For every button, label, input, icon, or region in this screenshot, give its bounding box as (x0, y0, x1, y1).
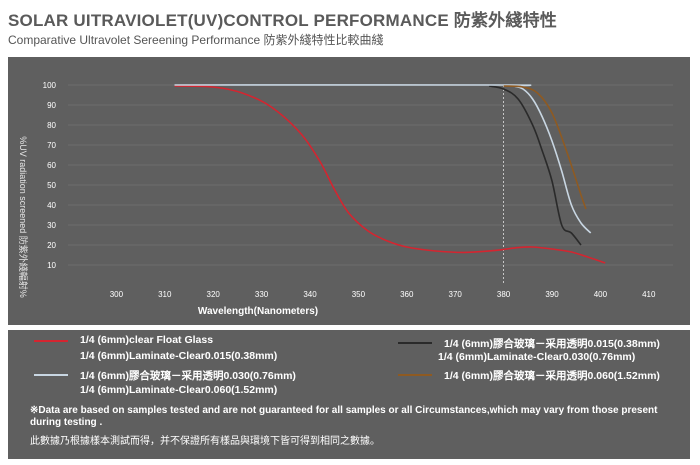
disclaimer-chinese: 此數據乃根據樣本測試而得，并不保證所有樣品與環境下皆可得到相同之數據。 (30, 436, 380, 447)
legend-label: 1/4 (6mm)膠合玻璃－采用透明0.030(0.76mm) (80, 370, 296, 382)
disclaimer-english: ※Data are based on samples tested and ar… (30, 405, 658, 428)
y-tick-label: 40 (47, 201, 56, 210)
x-tick-label: 310 (158, 290, 172, 299)
y-tick-label: 30 (47, 221, 56, 230)
page-title: SOLAR UITRAVIOLET(UV)CONTROL PERFORMANCE… (8, 11, 557, 30)
x-tick-label: 320 (207, 290, 221, 299)
series-line-0 (174, 85, 606, 264)
legend-swatch-brown (398, 374, 432, 376)
y-tick-label: 50 (47, 181, 56, 190)
y-tick-label: 90 (47, 101, 56, 110)
legend-label: 1/4 (6mm)Laminate-Clear0.060(1.52mm) (80, 384, 278, 396)
page-subtitle: Comparative Ultravolet Sereening Perform… (8, 33, 384, 47)
legend-swatch-black (398, 342, 432, 344)
y-tick-label: 20 (47, 241, 56, 250)
chart-background (8, 57, 690, 325)
legend-label: 1/4 (6mm)Laminate-Clear0.015(0.38mm) (80, 350, 278, 362)
series-line-3 (503, 85, 587, 210)
x-tick-label: 340 (303, 290, 317, 299)
legend-swatch-red (34, 340, 68, 342)
series-line-2 (174, 84, 592, 234)
y-tick-label: 10 (47, 261, 56, 270)
x-tick-label: 410 (642, 290, 656, 299)
x-tick-label: 330 (255, 290, 269, 299)
x-tick-label: 390 (545, 290, 559, 299)
legend-label: 1/4 (6mm)膠合玻璃－采用透明0.060(1.52mm) (444, 370, 660, 382)
x-axis-label: Wavelength(Nanometers) (198, 306, 318, 317)
x-tick-label: 380 (497, 290, 511, 299)
x-tick-label: 360 (400, 290, 414, 299)
y-tick-label: 100 (43, 81, 57, 90)
legend-label: 1/4 (6mm)clear Float Glass (80, 334, 214, 346)
series-line-1 (488, 85, 582, 246)
uv-performance-chart: 300 310 320 330 340 350 360 370 380 390 400 410 100… (8, 57, 690, 325)
legend-label: 1/4 (6mm)Laminate-Clear0.030(0.76mm) (438, 351, 636, 363)
x-tick-label: 300 (110, 290, 124, 299)
y-axis-label: %UV radiation screened 防紫外綫輻射% (18, 136, 29, 298)
y-tick-label: 70 (47, 141, 56, 150)
x-tick-label: 400 (594, 290, 608, 299)
legend-label: 1/4 (6mm)膠合玻璃－采用透明0.015(0.38mm) (444, 338, 660, 350)
y-tick-label: 80 (47, 121, 56, 130)
y-tick-label: 60 (47, 161, 56, 170)
x-tick-label: 370 (449, 290, 463, 299)
legend-swatch-light-blue (34, 374, 68, 376)
legend-panel: 1/4 (6mm)clear Float Glass 1/4 (6mm)Lami… (8, 330, 690, 459)
x-tick-label: 350 (352, 290, 366, 299)
